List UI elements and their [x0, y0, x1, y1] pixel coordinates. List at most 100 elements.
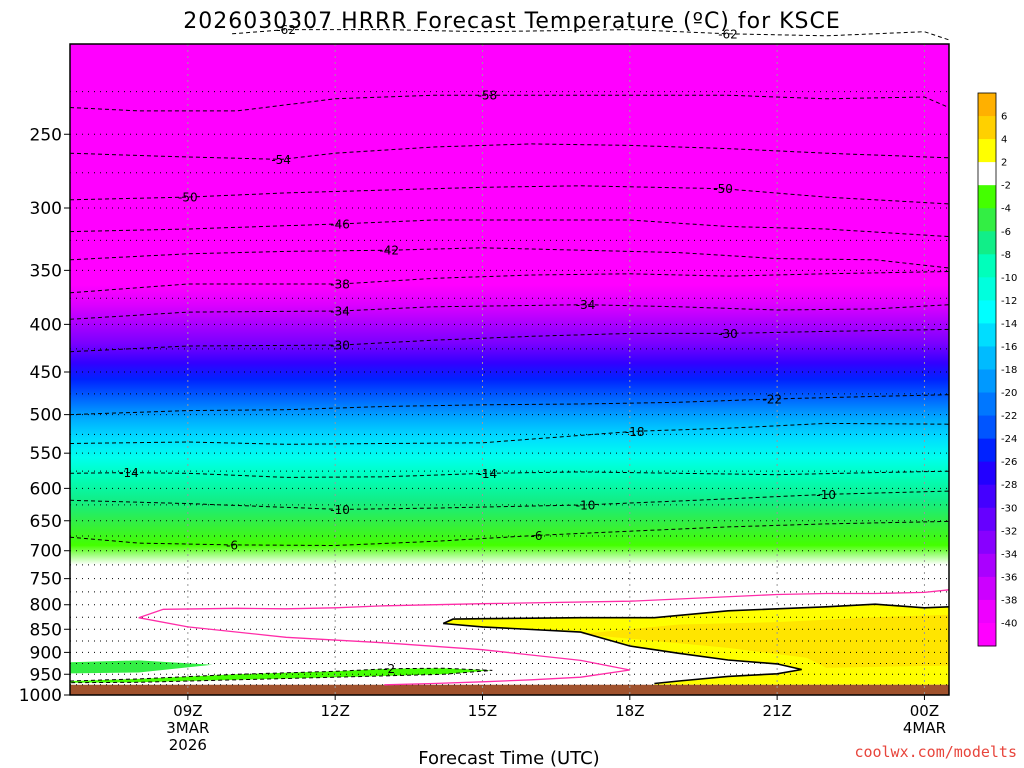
isotherm-label: -30	[718, 327, 738, 341]
colorbar: 6 4 2 -2 -4 -6 -8 -10 -12 -14 -16 -18 -20 -22 -24 -26 -2…	[977, 92, 1017, 647]
colorbar-label: -30	[1001, 503, 1017, 514]
x-tick-label: 00Z	[910, 702, 939, 720]
colorbar-swatch	[978, 277, 996, 301]
colorbar-swatch	[978, 254, 996, 278]
colorbar-label: -18	[1001, 365, 1017, 376]
y-tick-label: 750	[30, 570, 62, 590]
colorbar-swatch	[978, 208, 996, 232]
colorbar-frame	[977, 92, 997, 647]
colorbar-label: -8	[1001, 250, 1011, 261]
colorbar-label: -4	[1001, 204, 1011, 215]
y-tick-label: 700	[30, 542, 62, 562]
isotherm-line	[69, 143, 950, 160]
isotherm-layer	[69, 29, 950, 686]
isotherm-label: -50	[713, 182, 733, 196]
isotherm-label: -46	[330, 217, 350, 231]
isotherm-label: -34	[576, 298, 596, 312]
colorbar-swatch	[978, 369, 996, 394]
colorbar-swatch	[978, 461, 996, 486]
isotherm-label: -58	[478, 89, 498, 103]
colorbar-label: -10	[1001, 273, 1017, 284]
isotherm-label: -50	[178, 191, 198, 205]
isotherm-label: -34	[330, 305, 350, 319]
colorbar-label: -6	[1001, 227, 1011, 238]
x-tick-label: 15Z	[468, 702, 497, 720]
isotherm-label: -42	[379, 244, 399, 258]
colorbar-swatch	[978, 576, 996, 601]
colorbar-label: 6	[1001, 112, 1007, 123]
y-tick-label: 300	[30, 199, 62, 219]
isotherm-label: -10	[330, 503, 350, 517]
colorbar-swatch	[978, 622, 996, 647]
isotherm-label: -14	[119, 466, 139, 480]
isotherm-line	[232, 29, 950, 41]
colorbar-label: -26	[1001, 457, 1017, 468]
isotherm-line	[69, 667, 493, 684]
y-tick-label: 450	[30, 363, 62, 383]
cold-core-fill	[70, 660, 213, 674]
colorbar-swatch	[978, 484, 996, 509]
y-tick-label: 900	[30, 643, 62, 663]
colorbar-swatch	[978, 392, 996, 417]
colorbar-swatch	[978, 415, 996, 440]
isotherm-label: -14	[478, 467, 498, 481]
colorbar-label: -36	[1001, 572, 1017, 583]
colorbar-label: -38	[1001, 595, 1017, 606]
y-tick-label: 500	[30, 406, 62, 426]
colorbar-swatch	[978, 185, 996, 209]
y-tick-label: 650	[30, 512, 62, 532]
y-tick-label: 350	[30, 261, 62, 281]
colorbar-label: -24	[1001, 434, 1017, 445]
isotherm-label: -10	[816, 488, 836, 502]
isotherm-label: -10	[576, 498, 596, 512]
isotherm-line	[69, 304, 950, 320]
colorbar-label: -14	[1001, 319, 1017, 330]
y-axis-ticks: 250 300 350 400 450 500 550 600 650 700 750 800 850 9…	[19, 125, 70, 706]
colorbar-swatch	[978, 300, 996, 324]
grid-layer	[70, 44, 949, 695]
x-axis-label: Forecast Time (UTC)	[418, 748, 599, 768]
x-tick-label: 18Z	[615, 702, 644, 720]
isotherm-label: -22	[762, 392, 782, 406]
y-tick-label: 250	[30, 125, 62, 145]
colorbar-swatch	[978, 323, 996, 347]
plot-frame	[69, 43, 950, 696]
y-tick-label: 950	[30, 665, 62, 685]
colorbar-label: 2	[1001, 158, 1007, 169]
colorbar-label: -22	[1001, 411, 1017, 422]
y-tick-label: 600	[30, 479, 62, 499]
colorbar-swatch	[978, 162, 996, 186]
isotherm-label: -62	[276, 23, 296, 37]
colorbar-label: -16	[1001, 342, 1017, 353]
isotherm-label: -62	[718, 27, 738, 41]
isotherm-label: -6	[226, 538, 238, 552]
y-tick-label: 850	[30, 620, 62, 640]
zero-isotherm-line	[442, 603, 950, 625]
colorbar-label: -40	[1001, 618, 1017, 629]
surface-ground-layer	[70, 684, 949, 695]
isotherm-line	[69, 219, 950, 238]
isotherm-label: -18	[625, 425, 645, 439]
x-tick-label: 09Z	[173, 702, 202, 720]
colorbar-label: -2	[1001, 181, 1011, 192]
temperature-fill-layer	[70, 44, 949, 695]
colorbar-label: 4	[1001, 135, 1007, 146]
temperature-gradient	[70, 44, 949, 695]
warm-core-fill	[580, 614, 949, 668]
colorbar-label: -12	[1001, 296, 1017, 307]
isotherm-label-layer: -62 -62 -58 -54 -50 -50 -46 -42 -38 -34 -34 -30 -30 -…	[119, 23, 836, 676]
colorbar-label: -32	[1001, 526, 1017, 537]
colorbar-swatch	[978, 139, 996, 163]
colorbar-swatch	[978, 599, 996, 624]
isotherm-line	[69, 470, 950, 478]
wetbulb-line	[138, 589, 950, 619]
y-tick-label: 550	[30, 444, 62, 464]
colorbar-label: -28	[1001, 480, 1017, 491]
wetbulb-line	[138, 617, 630, 686]
x-tick-label: 2026	[169, 736, 207, 754]
colorbar-label: -20	[1001, 388, 1017, 399]
colorbar-swatch	[978, 116, 996, 140]
isotherm-line	[69, 520, 950, 547]
